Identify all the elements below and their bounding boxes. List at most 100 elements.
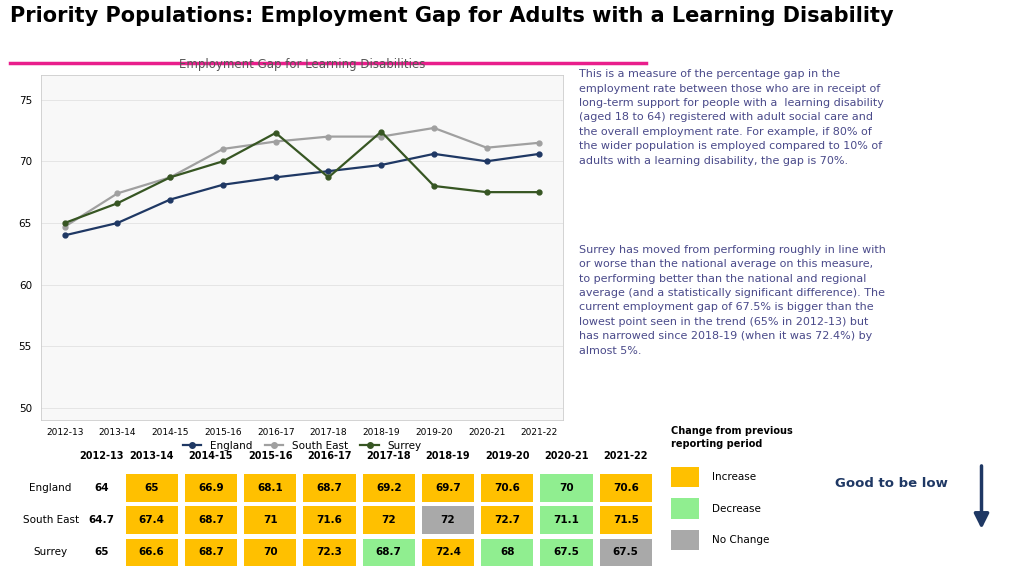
Surrey [428,183,440,190]
Bar [671,467,699,487]
Text: 67.5: 67.5 [554,548,580,558]
Text: 68: 68 [500,548,514,558]
Bar [481,474,534,502]
Bar [600,506,652,534]
Text: 72.4: 72.4 [435,548,461,558]
England [269,174,282,181]
Text: 2017-18: 2017-18 [367,450,411,461]
Text: 2021-22: 2021-22 [603,450,648,461]
Text: South East: South East [23,515,79,525]
Surrey [375,128,387,135]
Bar [600,474,652,502]
Bar [362,506,415,534]
England [428,150,440,157]
Surrey [269,130,282,137]
Bar [541,506,593,534]
Text: 71.1: 71.1 [554,515,580,525]
Bar [362,539,415,566]
Bar [126,506,178,534]
Bar [244,539,296,566]
South East [534,139,546,146]
Text: 71: 71 [263,515,278,525]
Text: 70.6: 70.6 [495,483,520,493]
South East [323,133,335,140]
Text: 72: 72 [440,515,456,525]
Surrey [112,200,124,207]
Text: No Change: No Change [712,535,769,545]
South East [375,133,387,140]
Text: Change from previous
reporting period: Change from previous reporting period [671,426,793,449]
Text: 69.2: 69.2 [376,483,401,493]
Text: 68.7: 68.7 [316,483,342,493]
Surrey [164,174,176,181]
Text: 66.6: 66.6 [139,548,165,558]
Bar [185,539,237,566]
Bar [541,539,593,566]
Text: 2012-13: 2012-13 [79,450,124,461]
Bar [671,498,699,519]
Text: England: England [30,483,72,493]
Text: 68.7: 68.7 [376,548,401,558]
Text: 68.7: 68.7 [198,548,224,558]
Text: 70: 70 [559,483,573,493]
Text: 66.9: 66.9 [198,483,224,493]
Text: This is a measure of the percentage gap in the
employment rate between those who: This is a measure of the percentage gap … [579,69,884,165]
Bar [671,530,699,551]
Text: 2019-20: 2019-20 [485,450,529,461]
South East [58,223,71,230]
England [217,181,229,188]
Text: Surrey: Surrey [34,548,68,558]
Line: South East: South East [62,126,542,229]
Bar [185,474,237,502]
Text: 2014-15: 2014-15 [188,450,233,461]
Surrey [217,158,229,165]
Bar [303,474,355,502]
Text: Surrey has moved from performing roughly in line with
or worse than the national: Surrey has moved from performing roughly… [579,245,886,355]
England [323,168,335,175]
Bar [481,539,534,566]
Bar [600,539,652,566]
Text: 72.3: 72.3 [316,548,342,558]
Text: 67.4: 67.4 [138,515,165,525]
Bar [126,539,178,566]
South East [164,174,176,181]
South East [217,146,229,153]
Text: 70: 70 [263,548,278,558]
Text: Increase: Increase [712,472,756,482]
Text: 64: 64 [94,483,109,493]
Text: 70.6: 70.6 [612,483,639,493]
Text: 67.5: 67.5 [612,548,639,558]
Bar [126,474,178,502]
Text: 2018-19: 2018-19 [426,450,470,461]
Text: 2013-14: 2013-14 [129,450,174,461]
Bar [362,474,415,502]
Text: 72.7: 72.7 [495,515,520,525]
Text: 68.7: 68.7 [198,515,224,525]
Bar [185,506,237,534]
Text: Good to be low: Good to be low [835,477,947,490]
England [112,219,124,226]
Text: 65: 65 [94,548,109,558]
Bar [541,474,593,502]
Text: 64.7: 64.7 [88,515,115,525]
Text: 2015-16: 2015-16 [248,450,293,461]
South East [428,124,440,131]
Text: Priority Populations: Employment Gap for Adults with a Learning Disability: Priority Populations: Employment Gap for… [10,6,894,26]
England [480,158,493,165]
Surrey [58,219,71,226]
Title: Employment Gap for Learning Disabilities: Employment Gap for Learning Disabilities [179,58,425,71]
Text: 68.1: 68.1 [257,483,283,493]
Bar [481,506,534,534]
Text: 69.7: 69.7 [435,483,461,493]
England [534,150,546,157]
Text: 2016-17: 2016-17 [307,450,351,461]
South East [269,138,282,145]
Text: 2020-21: 2020-21 [544,450,589,461]
Bar [422,539,474,566]
Text: 72: 72 [381,515,396,525]
Line: England: England [62,151,542,238]
Line: Surrey: Surrey [62,129,542,225]
Bar [244,506,296,534]
Surrey [534,189,546,196]
Text: Decrease: Decrease [712,503,761,514]
